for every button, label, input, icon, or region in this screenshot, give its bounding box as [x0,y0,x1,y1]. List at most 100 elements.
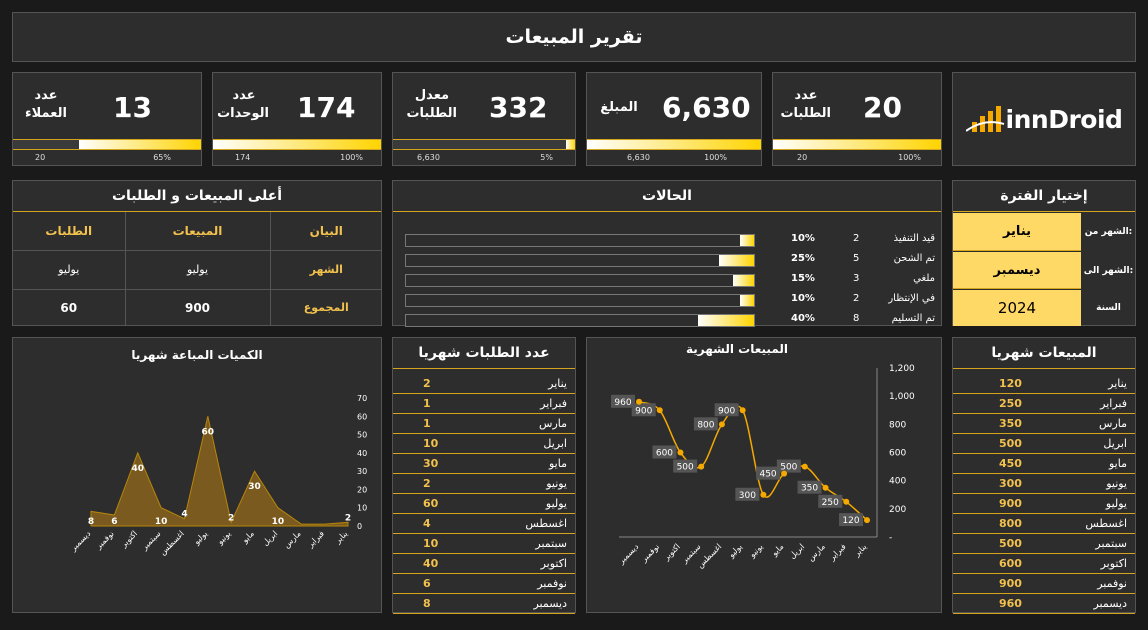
x-tick-label: ديسمبر [68,529,93,554]
data-label-text: 500 [677,463,694,473]
logo-text: innDroid [1005,104,1123,134]
list-item: مارس 350 [953,414,1135,434]
data-label: 60 [202,427,215,437]
x-tick-label: يونيو [747,542,765,560]
data-point [636,398,642,405]
kpi-small-right: 100% [340,153,363,162]
list-item-month: ديسمبر [1093,597,1127,610]
data-point [718,421,725,428]
list-item-value: 900 [999,497,1022,510]
data-label-box [631,403,656,417]
kpi-card-units: 174 عدد الوحدات 174 100% [212,72,382,166]
y-tick-label: 1,000 [889,392,915,402]
area-series [90,416,349,527]
list-item-value: 900 [999,577,1022,590]
data-label: 10 [155,517,168,527]
data-label-text: 800 [697,420,714,430]
month-from-select[interactable]: يناير [953,213,1081,251]
list-item: مايو 450 [953,454,1135,474]
kpi-card-orders: 20 عدد الطلبات 20 100% [772,72,942,166]
status-count: 8 [853,313,860,324]
data-label-text: 120 [842,516,859,526]
sales-line-chart-panel: المبيعات الشهرية - 200 400 600 800 1,000 1,200… [586,337,942,613]
list-item: مايو 30 [393,454,575,474]
list-item-value: 300 [999,477,1022,490]
status-label: في الإنتظار [888,293,935,304]
monthly-sales-title: المبيعات شهريا [953,338,1135,369]
data-point [677,449,684,456]
y-tick-label: 200 [889,505,906,515]
status-row: 15% 3 ملغي [393,271,941,290]
kpi-card-customers: 13 عدد العملاء 20 65% [12,72,202,166]
list-item-value: 40 [423,557,439,570]
kpi-card-amount: 6,630 المبلغ 6,630 100% [586,72,762,166]
list-item-month: مايو [549,457,567,470]
data-label-box [693,417,718,431]
list-item: مارس 1 [393,414,575,434]
list-item-month: ابريل [1103,437,1127,450]
month-from-label: الشهر من: [1084,227,1133,237]
status-row: 25% 5 تم الشحن [393,251,941,270]
data-label: 800 [693,417,718,431]
list-item-value: 120 [999,377,1022,390]
data-point [864,517,870,524]
data-label-box [652,445,677,459]
list-item-month: اغسطس [525,517,567,530]
status-pct: 15% [791,273,815,284]
year-select[interactable]: 2024 [953,290,1081,326]
x-tick-label: يناير [333,529,350,546]
data-label-box [714,403,739,417]
kpi-value: 174 [297,91,356,124]
data-label-box [839,513,863,527]
data-label: 8 [88,517,94,527]
kpi-progress-fill [213,140,381,149]
data-label: 10 [272,517,285,527]
x-tick-label: مارس [806,542,827,563]
status-pct: 10% [791,233,815,244]
status-row: 10% 2 في الإنتظار [393,291,941,310]
month-to-select[interactable]: ديسمبر [953,252,1081,289]
status-label: تم التسليم [891,313,935,324]
y-tick-label: 1,200 [889,364,915,374]
list-item: نوفمبر 6 [393,574,575,594]
kpi-small-right: 5% [540,153,553,162]
data-label: 2 [345,513,351,523]
list-item-month: يونيو [1106,477,1127,490]
data-label: 960 [611,394,635,408]
y-tick-label: 30 [357,467,367,476]
list-item-month: نوفمبر [1097,577,1127,590]
list-item: اغسطس 800 [953,514,1135,534]
list-item-value: 2 [423,377,431,390]
period-panel: إختيار الفترة يناير الشهر من: ديسمبر الش… [952,180,1136,326]
list-item-value: 500 [999,437,1022,450]
list-item-month: فبراير [540,397,567,410]
kpi-progress-bar [13,139,201,150]
data-label-text: 250 [822,498,839,508]
kpi-label: عدد الطلبات [780,88,831,121]
list-item: ديسمبر 960 [953,594,1135,614]
status-pct: 10% [791,293,815,304]
data-label: 2 [228,513,234,523]
kpi-small-left: 20 [35,153,46,162]
kpi-progress-fill [78,140,201,149]
kpi-small-left: 20 [797,153,808,162]
kpi-progress-bar [393,139,575,150]
x-tick-label: مايو [769,542,785,558]
status-fill [733,275,754,286]
kpi-label: عدد العملاء [25,88,67,121]
kpi-progress-fill [587,140,761,149]
data-label-text: 450 [759,470,776,480]
statuses-panel: الحالات 10% 2 قيد التنفيذ 25% 5 تم الشحن 15% 3 م… [392,180,942,327]
list-item-value: 500 [999,537,1022,550]
list-item: اغسطس 4 [393,514,575,534]
monthly-orders-title: عدد الطلبات شهريا [393,338,575,369]
logo-panel: innDroid [952,72,1136,166]
list-item-value: 1 [423,397,431,410]
data-label: 600 [652,445,677,459]
status-label: قيد التنفيذ [893,233,935,244]
report-title-bar: تقرير المبيعات [12,12,1136,62]
x-tick-label: ابريل [261,529,279,547]
logo-bars-icon [965,106,1004,132]
data-point [656,407,663,414]
